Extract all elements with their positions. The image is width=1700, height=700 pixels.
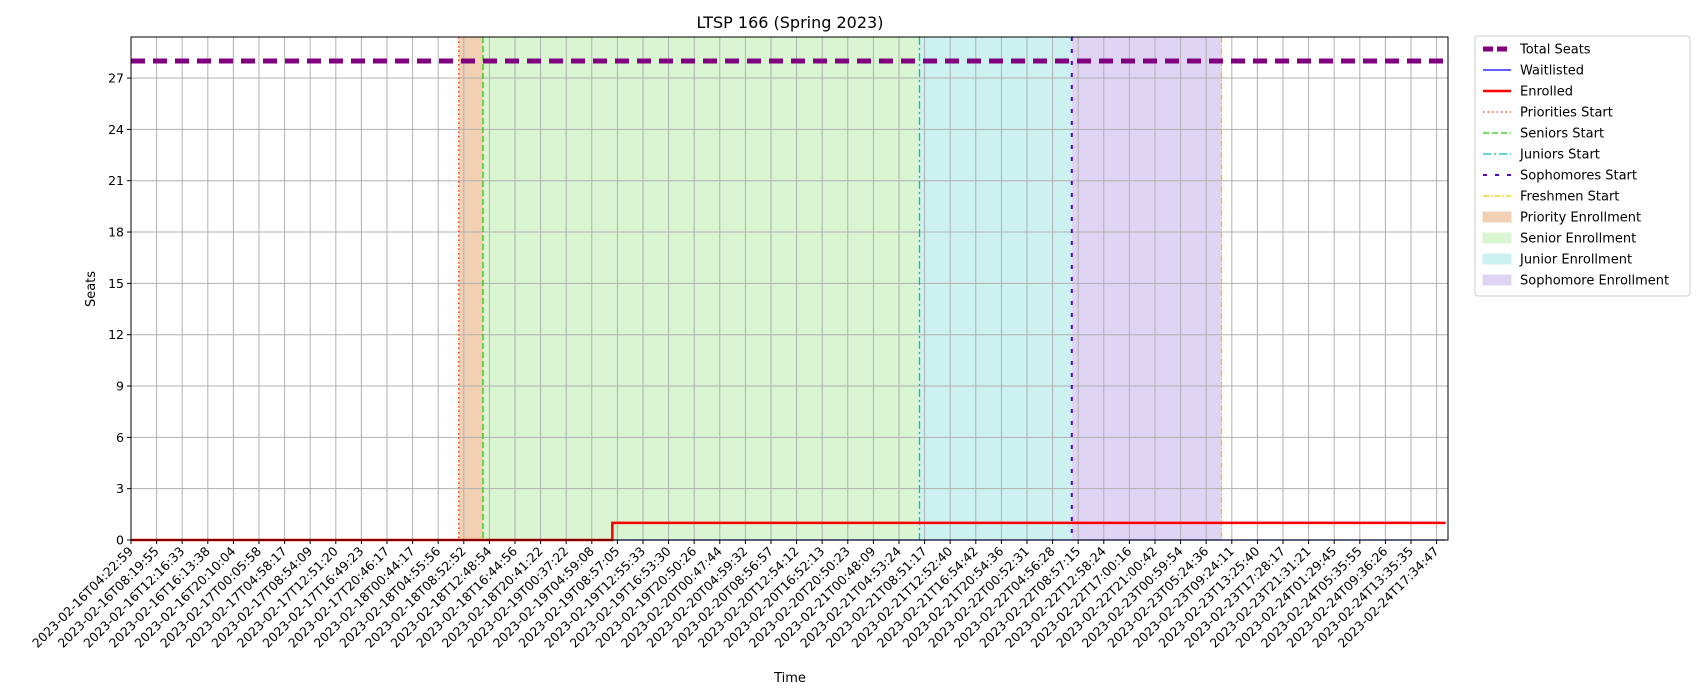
y-tick-label: 15 — [108, 276, 124, 291]
legend-box — [1474, 35, 1691, 297]
legend: Total Seats Waitlisted Enrolled Priorities … — [1474, 35, 1691, 297]
y-tick-label: 18 — [108, 225, 124, 240]
legend-label: Juniors Start — [1519, 148, 1600, 163]
legend-label: Priority Enrollment — [1520, 211, 1641, 226]
y-tick-label: 0 — [116, 533, 124, 548]
y-axis: 0 3 6 9 12 15 18 21 24 27 — [108, 71, 131, 548]
legend-swatch — [1482, 274, 1512, 286]
y-tick-label: 9 — [116, 379, 124, 394]
region-sophomore-enrollment — [1071, 37, 1222, 540]
y-tick-label: 24 — [108, 122, 124, 137]
region-priority-enrollment — [458, 37, 483, 540]
region-layer — [458, 37, 1222, 540]
legend-label: Sophomores Start — [1520, 169, 1637, 184]
legend-label: Enrolled — [1520, 85, 1573, 100]
legend-label: Total Seats — [1519, 43, 1591, 58]
legend-swatch — [1482, 232, 1512, 244]
grid-layer — [130, 37, 1448, 541]
legend-label: Waitlisted — [1520, 64, 1584, 79]
legend-swatch — [1482, 253, 1512, 265]
legend-label: Senior Enrollment — [1520, 232, 1636, 247]
x-axis-label: Time — [773, 671, 806, 686]
legend-label: Seniors Start — [1520, 127, 1604, 142]
chart-title: LTSP 166 (Spring 2023) — [697, 13, 884, 32]
x-axis: 2023-02-16T04:22:592023-02-16T08:19:5520… — [29, 540, 1442, 651]
y-tick-label: 21 — [108, 173, 124, 188]
legend-swatch — [1482, 211, 1512, 223]
event-line-layer — [458, 37, 1223, 540]
legend-label: Sophomore Enrollment — [1520, 274, 1669, 289]
region-senior-enrollment — [483, 37, 920, 540]
y-tick-label: 12 — [108, 327, 124, 342]
region-junior-enrollment — [919, 37, 1072, 540]
legend-label: Junior Enrollment — [1519, 253, 1632, 268]
y-tick-label: 3 — [116, 481, 124, 496]
y-axis-label: Seats — [84, 271, 99, 307]
legend-label: Freshmen Start — [1520, 190, 1619, 205]
plot-frame — [130, 36, 1449, 541]
y-tick-label: 27 — [108, 71, 124, 86]
y-tick-label: 6 — [116, 430, 124, 445]
legend-label: Priorities Start — [1520, 106, 1613, 121]
